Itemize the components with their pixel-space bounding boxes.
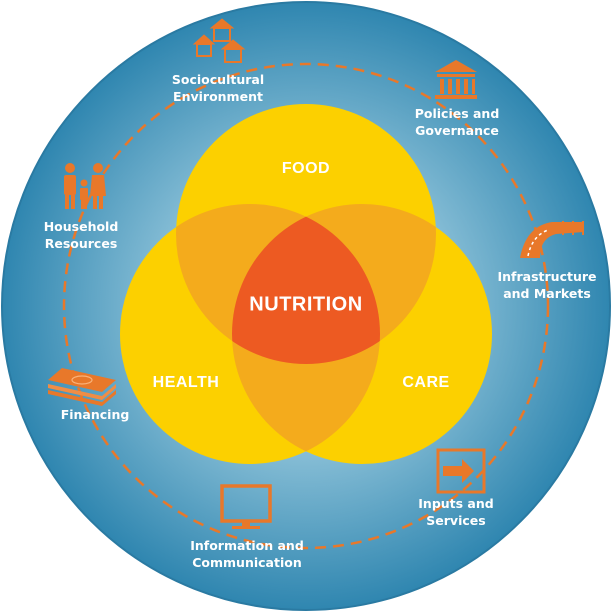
policies-line-1: Policies and xyxy=(414,106,500,121)
houses-icon xyxy=(192,18,246,63)
information-line-1: Information and xyxy=(190,538,304,553)
inputs-line-1: Inputs and xyxy=(418,496,494,511)
information-line-2: Communication xyxy=(192,555,302,570)
inputs-services-label: Inputs and Services xyxy=(418,495,493,529)
family-icon xyxy=(64,163,106,209)
food-label: FOOD xyxy=(281,160,331,177)
arrow-into-box-icon xyxy=(436,448,486,494)
financing-label: Financing xyxy=(61,406,130,423)
household-line-2: Resources xyxy=(44,236,118,251)
household-line-1: Household xyxy=(43,219,119,234)
policies-line-2: Governance xyxy=(415,123,499,138)
venn-diagram xyxy=(120,104,492,464)
money-stack-icon xyxy=(48,368,116,406)
nutrition-center-region xyxy=(232,204,380,364)
household-resources-label: Household Resources xyxy=(44,218,119,252)
inputs-line-2: Services xyxy=(426,513,486,528)
dashed-ring xyxy=(62,62,550,550)
computer-monitor-icon xyxy=(220,484,272,529)
road-bridge-icon xyxy=(520,221,584,258)
policies-governance-label: Policies and Governance xyxy=(415,105,500,139)
infrastructure-markets-label: Infrastructure and Markets xyxy=(498,268,597,302)
infrastructure-line-1: Infrastructure xyxy=(497,269,597,284)
sociocultural-environment-label: Sociocultural Environment xyxy=(172,71,264,105)
infrastructure-line-2: and Markets xyxy=(503,286,591,301)
care-label: CARE xyxy=(402,374,450,391)
health-label: HEALTH xyxy=(152,374,220,391)
financing-line-1: Financing xyxy=(60,407,130,422)
government-building-icon xyxy=(435,60,477,99)
sociocultural-line-2: Environment xyxy=(173,89,263,104)
nutrition-label: NUTRITION xyxy=(249,293,363,316)
sociocultural-line-1: Sociocultural xyxy=(171,72,265,87)
information-communication-label: Information and Communication xyxy=(190,537,304,571)
